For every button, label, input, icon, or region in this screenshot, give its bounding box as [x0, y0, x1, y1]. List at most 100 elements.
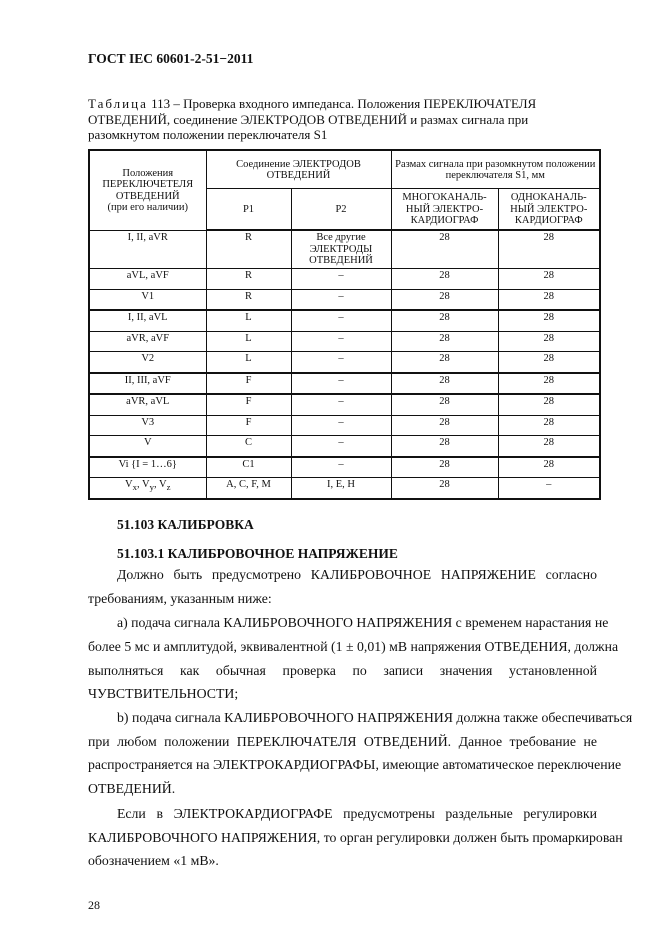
text-line: при любом положении ПЕРЕКЛЮЧАТЕЛЯ ОТВЕДЕ…	[88, 734, 597, 749]
header-positions: Положения ПЕРЕКЛЮЧЕТЕЛЯ ОТВЕДЕНИЙ (при ег…	[88, 149, 207, 231]
cell-position: Vx, Vy, Vz	[88, 477, 207, 499]
cell-singlechannel: 28	[497, 393, 601, 416]
header-connection: Соединение ЭЛЕКТРОДОВ ОТВЕДЕНИЙ	[205, 149, 392, 189]
cell-multichannel: 28	[390, 268, 499, 290]
text-line: КАЛИБРОВОЧНОГО НАПРЯЖЕНИЯ, то орган регу…	[88, 830, 623, 845]
cell-singlechannel: 28	[497, 414, 601, 436]
caption-line: 113 – Проверка входного импеданса. Полож…	[151, 96, 537, 111]
cell-multichannel: 28	[390, 414, 499, 436]
cell-p1: L	[205, 351, 292, 374]
cell-singlechannel: 28	[497, 309, 601, 332]
text-line: а) подача сигнала КАЛИБРОВОЧНОГО НАПРЯЖЕ…	[117, 615, 609, 630]
table-row: aVR, aVF L –28 28	[88, 330, 601, 352]
cell-singlechannel: 28	[497, 330, 601, 352]
cell-position: aVR, aVF	[88, 330, 207, 352]
cell-singlechannel: 28	[497, 372, 601, 395]
standard-header: ГОСТ IEC 60601-2-51−2011	[88, 51, 254, 66]
cell-position: V2	[88, 351, 207, 374]
cell-singlechannel: 28	[497, 351, 601, 374]
cell-position: V1	[88, 288, 207, 311]
table-caption: Таблица 113 – Проверка входного импеданс…	[88, 96, 588, 143]
text-line: более 5 мс и амплитудой, эквивалентной (…	[88, 639, 619, 654]
cell-multichannel: 28	[390, 309, 499, 332]
table-row: Vx, Vy, Vz A, C, F, M I, E, H 28–	[88, 477, 601, 499]
header-positions-text: Положения ПЕРЕКЛЮЧЕТЕЛЯ ОТВЕДЕНИЙ	[102, 167, 194, 202]
cell-p1: F	[205, 393, 292, 416]
caption-prefix: Таблица	[88, 96, 148, 111]
cell-p2: –	[290, 456, 392, 478]
cell-position: I, II, aVL	[88, 309, 207, 332]
table-row: I, II, aVL L –28 28	[88, 309, 601, 332]
text-line: b) подача сигнала КАЛИБРОВОЧНОГО НАПРЯЖЕ…	[117, 710, 633, 725]
cell-singlechannel: 28	[497, 435, 601, 458]
cell-p2: I, E, H	[290, 477, 392, 499]
cell-p2: –	[290, 414, 392, 436]
impedance-table: Положения ПЕРЕКЛЮЧЕТЕЛЯ ОТВЕДЕНИЙ (при ег…	[88, 149, 602, 500]
cell-p1: R	[205, 229, 292, 269]
cell-multichannel: 28	[390, 477, 499, 499]
cell-singlechannel: 28	[497, 288, 601, 311]
cell-p2: –	[290, 393, 392, 416]
cell-p1: F	[205, 414, 292, 436]
cell-p1: C	[205, 435, 292, 458]
cell-p2: –	[290, 330, 392, 352]
table-row: aVL, aVF R –28 28	[88, 268, 601, 290]
cell-p1: C1	[205, 456, 292, 478]
cell-singlechannel: –	[497, 477, 601, 499]
cell-position: aVR, aVL	[88, 393, 207, 416]
table-row: V1 R –28 28	[88, 288, 601, 311]
cell-position: aVL, aVF	[88, 268, 207, 290]
header-multichannel: МНОГОКАНАЛЬ-НЫЙ ЭЛЕКТРО-КАРДИОГРАФ	[390, 188, 499, 231]
caption-line: разомкнутом положении переключателя S1	[88, 127, 328, 142]
cell-p2: –	[290, 351, 392, 374]
text-line: Должно быть предусмотрено КАЛИБРОВОЧНОЕ …	[117, 567, 597, 582]
cell-singlechannel: 28	[497, 229, 601, 269]
table-row: aVR, aVL F –28 28	[88, 393, 601, 416]
cell-position: II, III, aVF	[88, 372, 207, 395]
text-line: Если в ЭЛЕКТРОКАРДИОГРАФЕ предусмотрены …	[117, 806, 597, 821]
caption-line: ОТВЕДЕНИЙ, соединение ЭЛЕКТРОДОВ ОТВЕДЕН…	[88, 111, 529, 127]
header-p1: P1	[205, 188, 292, 231]
cell-singlechannel: 28	[497, 456, 601, 478]
cell-singlechannel: 28	[497, 268, 601, 290]
text-line: распространяется на ЭЛЕКТРОКАРДИОГРАФЫ, …	[88, 757, 622, 772]
cell-multichannel: 28	[390, 435, 499, 458]
header-singlechannel: ОДНОКАНАЛЬ-НЫЙ ЭЛЕКТРО-КАРДИОГРАФ	[497, 188, 601, 231]
text-line: ЧУВСТВИТЕЛЬНОСТИ;	[88, 686, 239, 701]
subsection-heading: 51.103.1 КАЛИБРОВОЧНОЕ НАПРЯЖЕНИЕ	[117, 546, 398, 561]
cell-p2: Все другие ЭЛЕКТРОДЫ ОТВЕДЕНИЙ	[290, 229, 392, 269]
table-row: II, III, aVF F –28 28	[88, 372, 601, 395]
cell-p1: R	[205, 288, 292, 311]
table-row: I, II, aVR R Все другие ЭЛЕКТРОДЫ ОТВЕДЕНИ…	[88, 229, 601, 269]
cell-multichannel: 28	[390, 330, 499, 352]
page-number: 28	[88, 898, 100, 912]
cell-multichannel: 28	[390, 456, 499, 478]
section-heading: 51.103 КАЛИБРОВКА	[117, 517, 254, 532]
cell-p1: R	[205, 268, 292, 290]
text-line: требованиям, указанным ниже:	[88, 591, 272, 606]
cell-p2: –	[290, 309, 392, 332]
cell-p1: A, C, F, M	[205, 477, 292, 499]
table-row: V3 F –28 28	[88, 414, 601, 436]
cell-p2: –	[290, 288, 392, 311]
cell-position: V	[88, 435, 207, 458]
cell-p1: L	[205, 330, 292, 352]
cell-p1: L	[205, 309, 292, 332]
cell-multichannel: 28	[390, 288, 499, 311]
cell-multichannel: 28	[390, 351, 499, 374]
header-positions-note: (при его наличии)	[107, 202, 188, 214]
cell-position: I, II, aVR	[88, 229, 207, 269]
header-amplitude: Размах сигнала при разомкнутом положении…	[390, 149, 601, 189]
cell-position: Vi {I = 1…6}	[88, 456, 207, 478]
table-row: V C –28 28	[88, 435, 601, 458]
cell-p2: –	[290, 268, 392, 290]
header-p2: P2	[290, 188, 392, 231]
cell-p2: –	[290, 435, 392, 458]
cell-p1: F	[205, 372, 292, 395]
cell-p2: –	[290, 372, 392, 395]
table-row: V2 L –28 28	[88, 351, 601, 374]
text-line: ОТВЕДЕНИЙ.	[88, 781, 176, 796]
cell-multichannel: 28	[390, 229, 499, 269]
cell-multichannel: 28	[390, 372, 499, 395]
